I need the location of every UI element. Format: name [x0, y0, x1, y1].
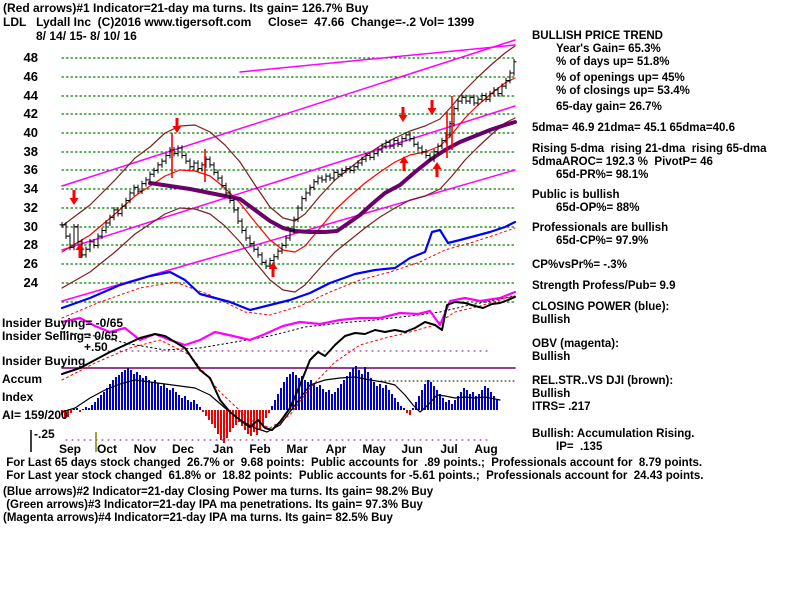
analysis-line: IP= .135: [556, 441, 603, 453]
month-tick-label: Jul: [440, 442, 458, 456]
date-range: 8/ 14/ 15- 8/ 10/ 16: [36, 29, 137, 43]
analysis-line: Bullish: [532, 351, 571, 363]
price-tick-label: 48: [23, 50, 38, 65]
analysis-line: % of days up= 51.8%: [556, 56, 670, 68]
analysis-line: REL.STR..VS DJI (brown):: [532, 375, 674, 387]
analysis-panel: BULLISH PRICE TREND Year's Gain= 65.3%% o…: [532, 30, 798, 454]
month-tick-label: Apr: [325, 442, 347, 456]
indicator-label: -.25: [34, 427, 55, 441]
price-tick-label: 28: [23, 237, 38, 252]
footer-line: (Magenta arrows)#4 Indicator=21-day IPA …: [3, 512, 393, 524]
price-tick-label: 42: [23, 106, 38, 121]
month-tick-label: Nov: [133, 442, 157, 456]
month-tick-label: Sep: [58, 442, 81, 456]
month-tick-label: Jun: [401, 442, 423, 456]
month-tick-label: Dec: [171, 442, 194, 456]
analysis-line: Rising 5-dma rising 21-dma rising 65-dma: [532, 143, 767, 155]
month-tick-label: Mar: [286, 442, 308, 456]
month-tick-label: Oct: [96, 442, 117, 456]
month-tick-label: Aug: [474, 442, 498, 456]
price-tick-label: 36: [23, 162, 38, 177]
price-tick-label: 32: [23, 200, 38, 215]
analysis-line: Public is bullish: [532, 189, 620, 201]
month-tick-label: May: [362, 442, 386, 456]
price-tick-label: 30: [23, 219, 38, 234]
price-tick-label: 24: [23, 275, 38, 290]
indicator-label: +.50: [84, 340, 108, 354]
analysis-line: Bullish: Accumulation Rising.: [532, 428, 695, 440]
price-tick-label: 46: [23, 69, 38, 84]
price-tick-label: 40: [23, 125, 38, 140]
indicator-label: Accum: [2, 372, 43, 386]
analysis-line: Strength Profess/Pub= 9.9: [532, 280, 676, 292]
analysis-line: Bullish: [532, 314, 571, 326]
month-tick-label: Jan: [212, 442, 234, 456]
analysis-line: 65-day gain= 26.7%: [556, 101, 662, 113]
indicator-label: Index: [2, 390, 34, 404]
ticker-title: LDL Lydall Inc (C)2016 www.tigersoft.com…: [3, 15, 475, 29]
analysis-line: ITRS= .217: [532, 401, 591, 413]
analysis-line: Professionals are bullish: [532, 222, 669, 234]
indicator-label: Insider Buying= -0/65: [2, 316, 124, 330]
analysis-line: 5dma= 46.9 21dma= 45.1 65dma=40.6: [532, 122, 735, 134]
footer-line: (Green arrows)#3 Indicator=21-day IPA ma…: [3, 499, 423, 511]
indicator-label: Insider Selling= 0/65: [2, 329, 118, 343]
month-tick-label: Feb: [249, 442, 271, 456]
analysis-line: CLOSING POWER (blue):: [532, 301, 670, 313]
analysis-line: % of openings up= 45%: [556, 72, 685, 84]
footer-line: (Blue arrows)#2 Indicator=21-day Closing…: [3, 486, 434, 498]
analysis-line: 65d-PR%= 98.1%: [556, 169, 649, 181]
analysis-line: Year's Gain= 65.3%: [556, 43, 661, 55]
analysis-line: 5dmaAROC= 192.3 % PivotP= 46: [532, 156, 713, 168]
price-tick-label: 26: [23, 256, 38, 271]
indicator1-header: (Red arrows)#1 Indicator=21-day ma turns…: [3, 1, 369, 15]
analysis-line: % of closings up= 53.4%: [556, 85, 690, 97]
footer-line: For Last year stock changed 61.8% or 18.…: [3, 470, 704, 482]
indicator-label: AI= 159/200: [2, 408, 68, 422]
analysis-line: 65d-OP%= 88%: [556, 202, 640, 214]
analysis-line: Bullish: [532, 388, 571, 400]
indicator-label: Insider Buying: [2, 354, 86, 368]
analysis-line: OBV (magenta):: [532, 338, 619, 350]
analysis-line: BULLISH PRICE TREND: [532, 30, 663, 42]
analysis-line: 65d-CP%= 97.9%: [556, 235, 649, 247]
price-tick-label: 38: [23, 144, 38, 159]
price-tick-label: 34: [23, 181, 38, 196]
price-tick-label: 44: [23, 88, 38, 103]
footer-line: For Last 65 days stock changed 26.7% or …: [3, 457, 703, 469]
analysis-line: CP%vsPr%= -.3%: [532, 259, 627, 271]
